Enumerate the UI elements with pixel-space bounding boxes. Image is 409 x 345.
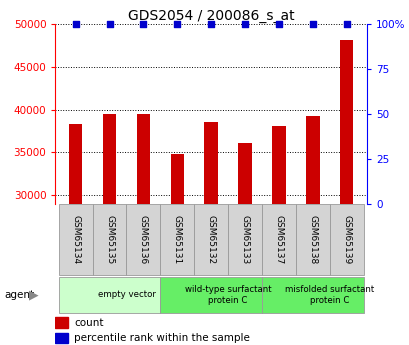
Text: GSM65139: GSM65139 <box>341 215 350 264</box>
Text: GSM65134: GSM65134 <box>71 215 80 264</box>
Bar <box>103 114 116 345</box>
Bar <box>305 116 319 345</box>
Text: GSM65138: GSM65138 <box>308 215 317 264</box>
Point <box>140 21 146 27</box>
FancyBboxPatch shape <box>160 277 261 313</box>
FancyBboxPatch shape <box>261 277 363 313</box>
Text: GSM65136: GSM65136 <box>139 215 148 264</box>
Text: percentile rank within the sample: percentile rank within the sample <box>74 333 249 343</box>
Bar <box>238 143 251 345</box>
Point <box>173 21 180 27</box>
FancyBboxPatch shape <box>261 204 295 275</box>
Title: GDS2054 / 200086_s_at: GDS2054 / 200086_s_at <box>128 9 294 23</box>
Text: wild-type surfactant
protein C: wild-type surfactant protein C <box>184 285 271 305</box>
Text: GSM65133: GSM65133 <box>240 215 249 264</box>
Text: GSM65137: GSM65137 <box>274 215 283 264</box>
FancyBboxPatch shape <box>58 204 92 275</box>
Text: empty vector: empty vector <box>97 290 155 299</box>
Text: misfolded surfactant
protein C: misfolded surfactant protein C <box>284 285 373 305</box>
FancyBboxPatch shape <box>227 204 261 275</box>
Point <box>72 21 79 27</box>
Point <box>309 21 315 27</box>
FancyBboxPatch shape <box>58 277 160 313</box>
Point <box>106 21 112 27</box>
Bar <box>55 317 67 328</box>
Text: GSM65135: GSM65135 <box>105 215 114 264</box>
Bar <box>136 114 150 345</box>
Bar <box>170 154 184 345</box>
FancyBboxPatch shape <box>126 204 160 275</box>
Text: ▶: ▶ <box>29 288 38 302</box>
Point <box>241 21 248 27</box>
FancyBboxPatch shape <box>295 204 329 275</box>
Bar <box>272 126 285 345</box>
FancyBboxPatch shape <box>92 204 126 275</box>
Bar <box>55 333 67 344</box>
FancyBboxPatch shape <box>194 204 227 275</box>
Point <box>207 21 214 27</box>
Bar <box>69 124 82 345</box>
Text: GSM65132: GSM65132 <box>206 215 215 264</box>
Text: count: count <box>74 318 103 328</box>
Bar <box>339 40 353 345</box>
Point <box>275 21 281 27</box>
Point <box>342 21 349 27</box>
Text: agent: agent <box>4 290 34 300</box>
FancyBboxPatch shape <box>160 204 194 275</box>
Bar <box>204 122 218 345</box>
Text: GSM65131: GSM65131 <box>172 215 181 264</box>
FancyBboxPatch shape <box>329 204 363 275</box>
